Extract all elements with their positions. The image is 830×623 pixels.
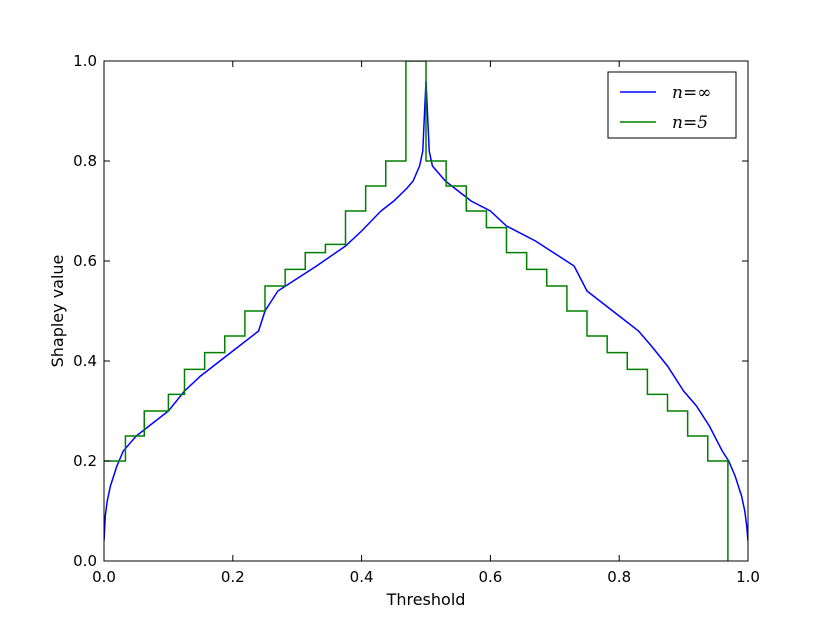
y-tick-label: 0.6 [73,252,97,270]
x-tick-label: 1.0 [736,568,760,586]
legend-label-n-5: n=5 [672,113,708,133]
y-tick-label: 0.0 [73,552,97,570]
legend-box [607,71,737,139]
y-tick-label: 0.2 [73,452,97,470]
plot-frame [103,60,749,562]
x-tick-label: 0.4 [350,568,374,586]
x-tick-label: 0.8 [607,568,631,586]
y-tick-label: 0.4 [73,352,97,370]
legend-label-n-infinity: n=∞ [672,83,711,103]
legend: n=∞ n=5 [607,71,737,139]
x-tick-label: 0.0 [92,568,116,586]
x-tick-label: 0.6 [478,568,502,586]
series-line-n-5 [104,61,729,561]
y-tick-label: 1.0 [73,52,97,70]
x-tick-label: 0.2 [221,568,245,586]
y-tick-label: 0.8 [73,152,97,170]
x-axis-label: Threshold [386,590,466,609]
series-line-n-infinity [104,80,748,542]
y-axis-label: Shapley value [48,255,67,368]
